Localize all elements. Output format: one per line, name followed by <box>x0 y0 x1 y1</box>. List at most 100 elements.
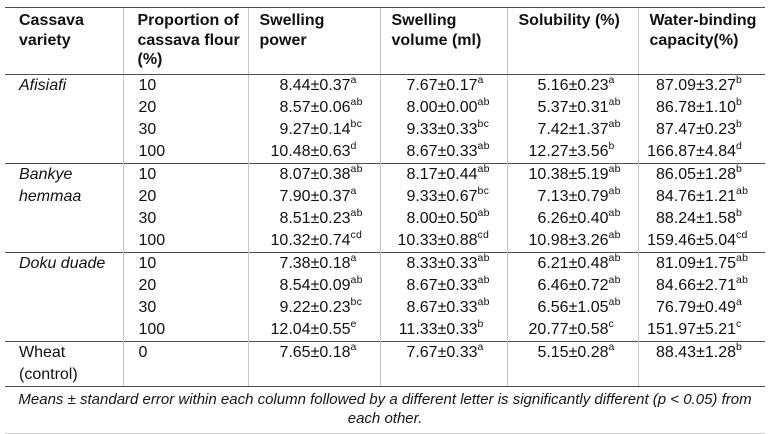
significance-letter: a <box>477 73 484 86</box>
significance-letter: a <box>350 340 357 353</box>
significance-letter: b <box>477 317 484 330</box>
significance-letter: d <box>350 139 357 152</box>
mean-value: 8.44±0.37 <box>279 76 351 94</box>
mean-value: 11.33±0.33 <box>398 320 478 338</box>
table-row: Doku duade 10 7.38±0.18a 8.33±0.33ab 6.21±0.… <box>5 251 765 341</box>
significance-letter: ab <box>350 95 363 108</box>
mean-value: 5.16±0.23 <box>537 76 609 94</box>
mean-value: 8.33±0.33 <box>406 254 478 272</box>
significance-letter: bc <box>350 117 363 130</box>
proportion-cell: 30 <box>122 118 248 141</box>
value-cell: 8.67±0.33ab <box>379 296 507 319</box>
significance-letter: ab <box>477 273 490 286</box>
mean-value: 8.67±0.33 <box>406 142 478 160</box>
proportion-cell: 100 <box>122 229 248 252</box>
significance-letter: c <box>608 317 615 330</box>
table-row: Bankye hemmaa 10 8.07±0.38ab 8.17±0.44ab 10.… <box>5 162 765 252</box>
column-header-proportion: Proportion of cassava flour (%) <box>122 7 248 75</box>
mean-value: 7.67±0.33 <box>406 343 478 361</box>
column-header-swelling-power: Swelling power <box>247 7 380 75</box>
value-cell: 8.33±0.33ab <box>379 251 507 275</box>
significance-letter: ab <box>477 139 490 152</box>
mean-value: 8.57±0.06 <box>279 98 351 116</box>
significance-letter: ab <box>736 273 749 286</box>
mean-value: 7.67±0.17 <box>406 76 478 94</box>
mean-value: 8.17±0.44 <box>406 165 478 183</box>
significance-letter: b <box>736 117 743 130</box>
value-cell: 87.09±3.27b <box>637 73 765 97</box>
mean-value: 8.54±0.09 <box>279 276 351 294</box>
significance-letter: ab <box>608 117 621 130</box>
mean-value: 81.09±1.75 <box>656 254 736 272</box>
mean-value: 84.76±1.21 <box>656 187 736 205</box>
value-cell: 88.43±1.28b <box>637 340 765 387</box>
mean-value: 7.38±0.18 <box>279 254 351 272</box>
value-cell: 84.76±1.21ab <box>637 184 765 208</box>
value-cell: 10.33±0.88cd <box>379 228 507 252</box>
value-cell: 86.05±1.28b <box>637 162 765 186</box>
value-cell: 8.51±0.23ab <box>247 207 380 230</box>
significance-letter: ab <box>608 295 621 308</box>
significance-letter: e <box>350 317 357 330</box>
significance-letter: b <box>736 340 743 353</box>
mean-value: 166.87±4.84 <box>647 142 736 160</box>
significance-letter: a <box>608 340 615 353</box>
significance-letter: ab <box>477 206 490 219</box>
value-cell: 7.13±0.79ab <box>506 185 638 208</box>
value-cell: 7.65±0.18a <box>247 340 380 387</box>
significance-letter: bc <box>477 117 490 130</box>
significance-letter: bc <box>477 184 490 197</box>
mean-value: 10.38±5.19 <box>528 165 609 183</box>
table-row: 100 10.48±0.63d 8.67±0.33ab 12.27±3.56b 166.… <box>5 139 765 163</box>
significance-letter: b <box>736 206 743 219</box>
value-cell: 76.79±0.49a <box>637 295 765 319</box>
value-cell: 7.90±0.37a <box>247 185 380 208</box>
value-cell: 10.38±5.19ab <box>506 162 638 186</box>
significance-letter: ab <box>608 228 621 241</box>
mean-value: 7.13±0.79 <box>537 187 609 205</box>
mean-value: 8.51±0.23 <box>279 209 351 227</box>
mean-value: 76.79±0.49 <box>656 298 736 316</box>
table-row: 20 7.90±0.37a 9.33±0.67bc 7.13±0.79ab 84.76±… <box>5 184 765 208</box>
mean-value: 86.05±1.28 <box>656 165 736 183</box>
mean-value: 87.47±0.23 <box>656 120 736 138</box>
mean-value: 8.67±0.33 <box>406 276 478 294</box>
significance-letter: cd <box>736 228 748 241</box>
table-row: 100 10.32±0.74cd 10.33±0.88cd 10.98±3.26ab 1… <box>5 228 765 252</box>
mean-value: 88.43±1.28 <box>656 343 736 361</box>
table-row: 20 8.57±0.06ab 8.00±0.00ab 5.37±0.31ab 86.78… <box>5 95 765 119</box>
significance-letter: a <box>736 295 743 308</box>
mean-value: 5.15±0.28 <box>537 343 609 361</box>
value-cell: 9.33±0.67bc <box>379 184 507 208</box>
variety-cell: Doku duade <box>5 251 123 341</box>
mean-value: 6.26±0.40 <box>537 209 609 227</box>
mean-value: 84.66±2.71 <box>656 276 736 294</box>
mean-value: 20.77±0.58 <box>528 320 609 338</box>
value-cell: 5.37±0.31ab <box>506 96 638 119</box>
significance-letter: cd <box>477 228 490 241</box>
table-row: Wheat (control) 0 7.65±0.18a 7.67±0.33a 5.15… <box>5 340 765 387</box>
significance-letter: ab <box>477 251 490 264</box>
mean-value: 10.33±0.88 <box>397 231 478 249</box>
mean-value: 86.78±1.10 <box>656 98 736 116</box>
table-row: 20 8.54±0.09ab 8.67±0.33ab 6.46±0.72ab 84.66… <box>5 273 765 297</box>
value-cell: 20.77±0.58c <box>506 317 638 341</box>
significance-letter: ab <box>477 162 490 175</box>
table-body: Afisiafi 10 8.44±0.37a 7.67±0.17a 5.16±0.23a… <box>5 73 765 387</box>
significance-letter: c <box>736 317 742 330</box>
value-cell: 7.67±0.33a <box>379 340 507 387</box>
significance-letter: a <box>350 251 357 264</box>
proportion-cell: 30 <box>122 296 248 319</box>
value-cell: 166.87±4.84d <box>637 140 765 163</box>
mean-value: 8.00±0.00 <box>406 98 478 116</box>
significance-letter: ab <box>736 184 749 197</box>
proportion-cell: 30 <box>122 207 248 230</box>
value-cell: 8.00±0.00ab <box>379 96 507 119</box>
mean-value: 12.27±3.56 <box>528 142 609 160</box>
mean-value: 151.97±5.21 <box>647 320 736 338</box>
significance-letter: b <box>736 95 743 108</box>
variety-cell: Afisiafi <box>5 73 123 163</box>
value-cell: 10.32±0.74cd <box>247 229 380 252</box>
value-cell: 7.67±0.17a <box>379 73 507 97</box>
